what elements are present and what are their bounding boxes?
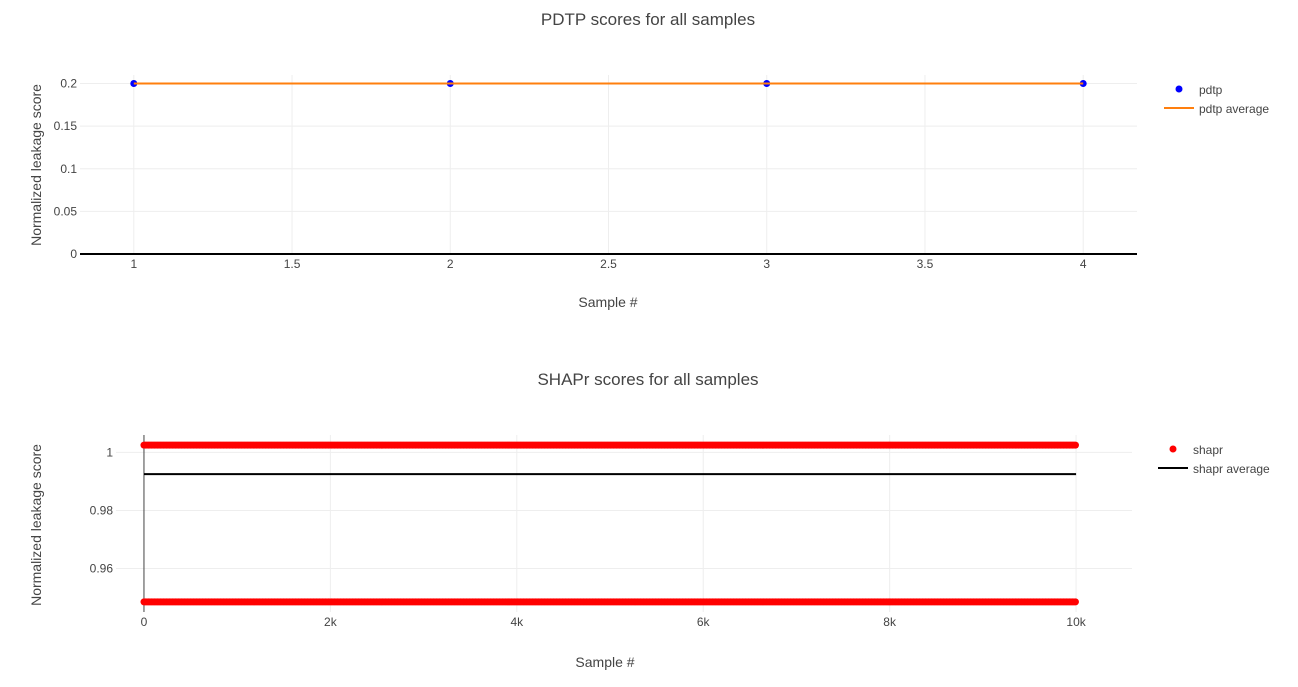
- x-tick-label: 6k: [697, 615, 711, 629]
- x-tick-label: 1.5: [284, 257, 301, 271]
- shapr-chart-title: SHAPr scores for all samples: [537, 370, 758, 389]
- y-tick-label: 1: [106, 445, 113, 459]
- y-tick-label: 0.1: [60, 162, 77, 176]
- legend-label-shapr-average: shapr average: [1193, 462, 1270, 476]
- x-tick-label: 2k: [324, 615, 338, 629]
- pdtp-gridlines: [80, 75, 1137, 255]
- shapr-series: [140, 441, 1079, 606]
- shapr-x-axis-label: Sample #: [575, 654, 634, 670]
- legend-marker-shapr: [1169, 445, 1177, 453]
- x-tick-label: 1: [130, 257, 137, 271]
- shapr-legend[interactable]: shapr shapr average: [1158, 443, 1270, 476]
- shapr-tick-labels: 0 2k 4k 6k 8k 10k 0.96 0.98 1: [90, 445, 1087, 629]
- pdtp-legend[interactable]: pdtp pdtp average: [1164, 83, 1269, 116]
- shapr-point: [1071, 598, 1079, 606]
- shapr-y-axis-label: Normalized leakage score: [28, 444, 44, 606]
- shapr-gridlines: [116, 435, 1132, 612]
- x-tick-label: 2.5: [600, 257, 617, 271]
- x-tick-label: 3.5: [917, 257, 934, 271]
- legend-label-pdtp-average: pdtp average: [1199, 102, 1269, 116]
- pdtp-chart-title: PDTP scores for all samples: [541, 10, 755, 29]
- shapr-point: [1071, 441, 1079, 449]
- legend-label-pdtp: pdtp: [1199, 83, 1223, 97]
- pdtp-y-axis-label: Normalized leakage score: [28, 84, 44, 246]
- pdtp-chart: PDTP scores for all samples 1 1.5 2 2.5 3 3.5…: [28, 10, 1269, 310]
- shapr-chart: SHAPr scores for all samples 0 2k 4k 6k 8k 10…: [28, 370, 1270, 670]
- pdtp-series: [130, 80, 1087, 88]
- x-tick-label: 10k: [1066, 615, 1086, 629]
- legend-label-shapr: shapr: [1193, 443, 1223, 457]
- y-tick-label: 0.2: [60, 77, 77, 91]
- x-tick-label: 4: [1080, 257, 1087, 271]
- y-tick-label: 0.15: [54, 119, 78, 133]
- y-tick-label: 0: [70, 247, 77, 261]
- pdtp-tick-labels: 1 1.5 2 2.5 3 3.5 4 0 0.05 0.1 0.15 0.2: [54, 77, 1087, 271]
- x-tick-label: 4k: [510, 615, 524, 629]
- x-tick-label: 0: [141, 615, 148, 629]
- x-tick-label: 2: [447, 257, 454, 271]
- legend-marker-pdtp: [1175, 85, 1183, 93]
- y-tick-label: 0.96: [90, 561, 114, 575]
- y-tick-label: 0.05: [54, 204, 78, 218]
- pdtp-x-axis-label: Sample #: [578, 294, 637, 310]
- x-tick-label: 3: [763, 257, 770, 271]
- x-tick-label: 8k: [883, 615, 897, 629]
- y-tick-label: 0.98: [90, 503, 114, 517]
